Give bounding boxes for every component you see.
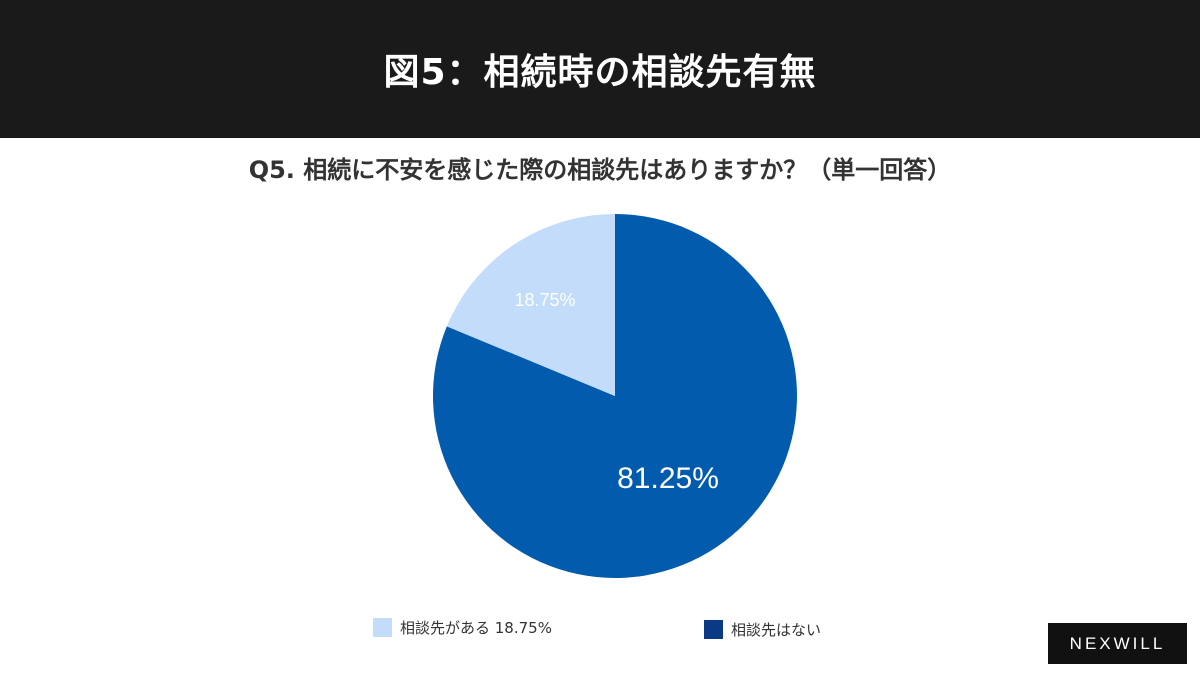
legend-label: 相談先はない [731, 621, 822, 639]
legend-item-has-advisor: 相談先がある 18.75% [373, 617, 552, 638]
legend-swatch-light-icon [373, 618, 392, 637]
legend-item-no-advisor: 相談先はない [704, 619, 821, 640]
chart-subtitle: Q5. 相続に不安を感じた際の相談先はありますか？（単一回答） [248, 156, 952, 184]
legend-swatch-dark-icon [704, 620, 723, 639]
nexwill-logo: NEXWILL [1048, 623, 1187, 664]
pie-slice-no-advisor [432, 214, 797, 578]
page-title: 図5：相続時の相談先有無 [383, 52, 817, 93]
slice-label-no-advisor: 81.25% [617, 462, 719, 495]
header-bar: 図5：相続時の相談先有無 [0, 0, 1200, 138]
legend-label: 相談先がある 18.75% [400, 619, 552, 637]
slice-label-has-advisor: 18.75% [514, 290, 575, 310]
pie-slice-has-advisor [446, 214, 615, 396]
